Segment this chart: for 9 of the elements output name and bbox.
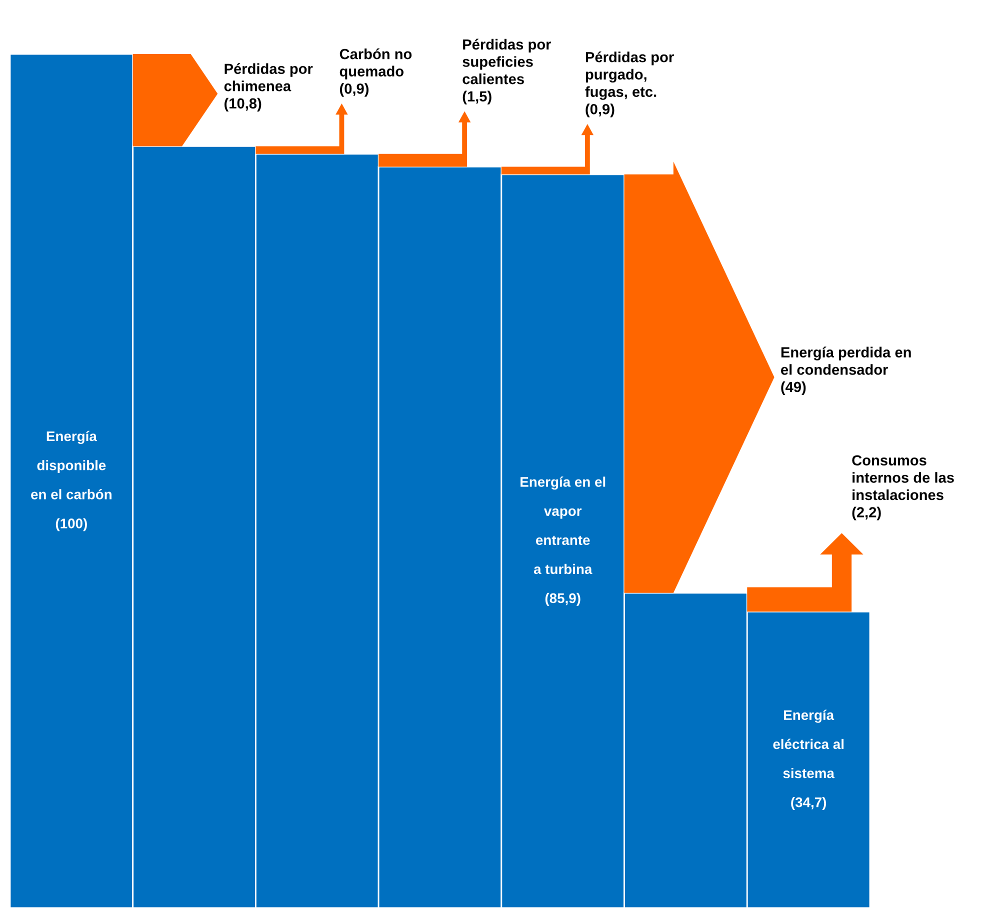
annotation: Pérdidas por purgado, fugas, etc. (0,9) [585, 51, 674, 118]
annotation: Consumos internos de las instalaciones (2,2) [852, 455, 954, 520]
text: Energía disponible en el carbón (100) [31, 430, 112, 532]
annotation: Pérdidas por supeficies calientes (1,5) [462, 38, 552, 104]
text: Energía eléctrica al sistema (34,7) [773, 710, 844, 810]
annotation: Energía perdida en el condensador (49) [781, 346, 911, 396]
annotation: Pérdidas por chimenea (10,8) [224, 63, 313, 112]
annotation: Carbón no quemado (0,9) [340, 48, 412, 97]
text: Energía en el vapor entrante a turbina (85,9) [520, 476, 606, 606]
